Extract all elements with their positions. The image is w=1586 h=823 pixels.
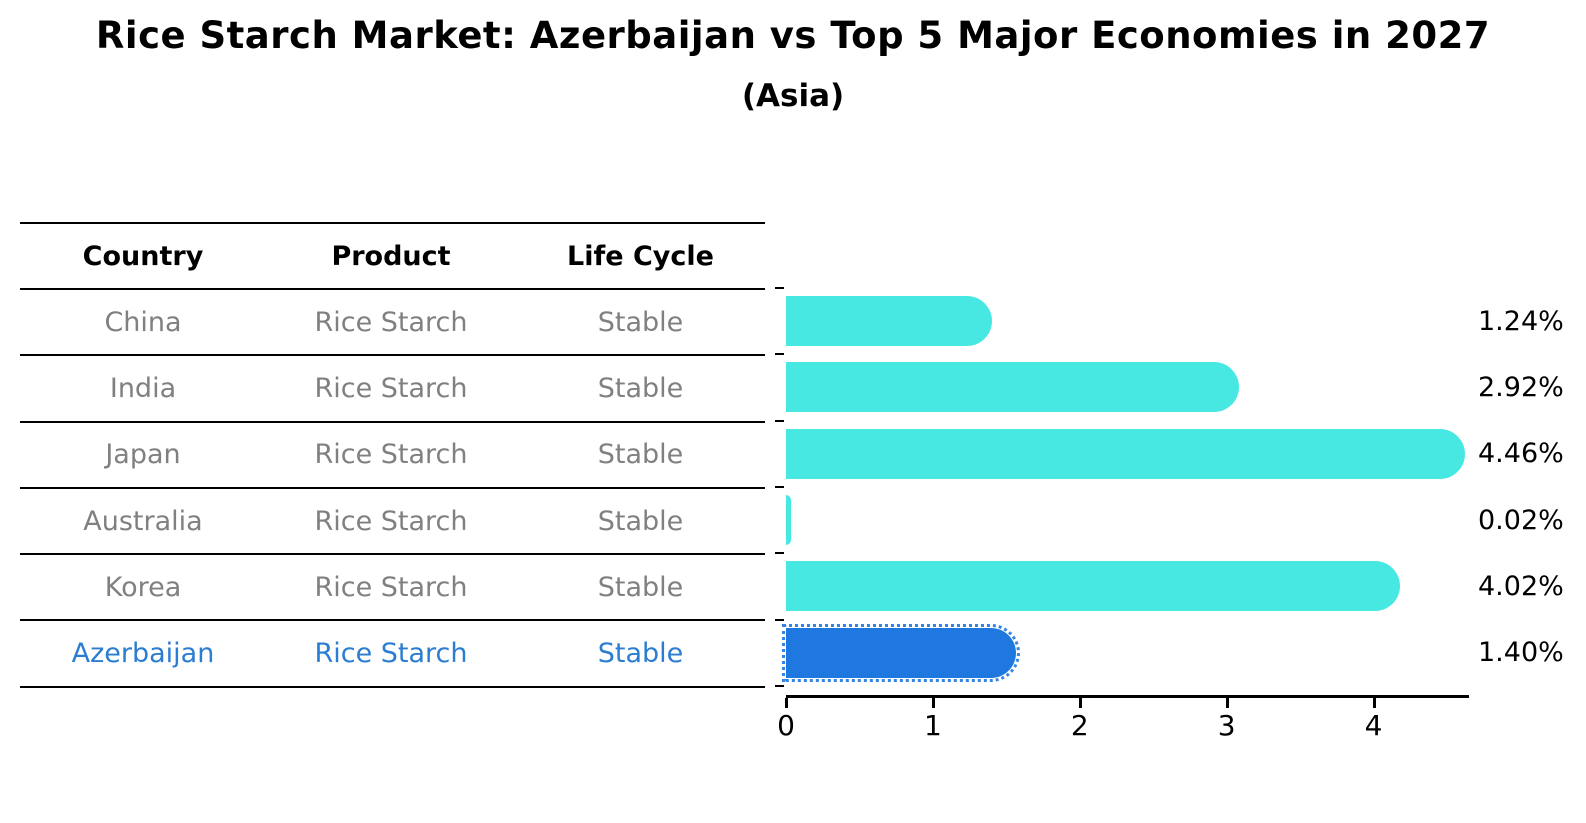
bar-australia <box>786 494 791 545</box>
y-axis-tick <box>775 287 784 289</box>
x-tick-label: 4 <box>1364 709 1383 742</box>
x-axis: 0 1 2 3 4 <box>777 695 1469 755</box>
table-row-japan: Japan Rice Starch Stable <box>20 423 765 489</box>
cell-product: Rice Starch <box>314 439 468 471</box>
bar-india <box>786 362 1239 413</box>
chart-subtitle: (Asia) <box>741 78 845 114</box>
x-tick-mark <box>785 698 788 708</box>
cell-product: Rice Starch <box>314 638 468 670</box>
bar-azerbaijan <box>782 623 1020 682</box>
cell-country: China <box>104 306 182 338</box>
cell-country: India <box>109 372 177 404</box>
value-label-australia: 0.02% <box>1478 504 1564 536</box>
column-header-country: Country <box>82 240 204 272</box>
x-tick-label: 3 <box>1217 709 1236 742</box>
y-axis-tick <box>775 353 784 356</box>
value-label-china: 1.24% <box>1478 305 1564 337</box>
value-label-japan: 4.46% <box>1478 438 1564 470</box>
cell-country: Azerbaijan <box>71 638 215 670</box>
column-header-lifecycle: Life Cycle <box>567 240 714 272</box>
x-axis-spine <box>786 695 1469 698</box>
cell-life-cycle: Stable <box>597 505 684 537</box>
y-axis-tick <box>775 684 784 687</box>
cell-life-cycle: Stable <box>597 571 684 603</box>
y-axis-tick <box>775 419 784 422</box>
y-axis-tick <box>775 485 784 488</box>
table-body: China Rice Starch Stable India Rice Starch St… <box>20 290 765 688</box>
cell-country: Australia <box>83 505 203 537</box>
table-row-australia: Australia Rice Starch Stable <box>20 489 765 556</box>
bar-slot-china <box>786 288 1469 354</box>
bar-slot-japan <box>786 421 1469 487</box>
x-tick-mark <box>1372 698 1376 708</box>
bar-plot-area <box>775 287 1469 687</box>
value-label-azerbaijan: 1.40% <box>1478 637 1564 669</box>
cell-product: Rice Starch <box>314 571 468 603</box>
value-label-india: 2.92% <box>1478 371 1564 403</box>
cell-product: Rice Starch <box>314 306 468 338</box>
table-row-korea: Korea Rice Starch Stable <box>20 555 765 622</box>
table-row-azerbaijan: Azerbaijan Rice Starch Stable <box>20 621 765 688</box>
chart-title: Rice Starch Market: Azerbaijan vs Top 5 … <box>95 14 1491 57</box>
x-tick-mark <box>1078 698 1082 708</box>
x-tick-label: 2 <box>1070 709 1089 742</box>
value-label-korea: 4.02% <box>1478 570 1564 602</box>
bar-slot-korea <box>786 553 1469 619</box>
cell-product: Rice Starch <box>314 505 468 537</box>
y-axis-tick <box>775 552 784 555</box>
table-row-china: China Rice Starch Stable <box>20 290 765 357</box>
cell-country: Japan <box>105 439 181 471</box>
bar-slot-australia <box>786 487 1469 553</box>
column-header-product: Product <box>331 240 451 272</box>
bar-korea <box>786 561 1400 612</box>
bar-slot-india <box>786 354 1469 420</box>
value-label-column: 1.24% 2.92% 4.46% 0.02% 4.02% 1.40% <box>1478 288 1586 686</box>
x-tick-mark <box>931 698 935 708</box>
cell-country: Korea <box>104 571 182 603</box>
cell-life-cycle: Stable <box>597 306 684 338</box>
cell-product: Rice Starch <box>314 372 468 404</box>
table-row-india: India Rice Starch Stable <box>20 356 765 423</box>
x-tick-label: 0 <box>777 709 795 742</box>
bar-china <box>786 296 992 346</box>
cell-life-cycle: Stable <box>597 439 684 471</box>
country-table: Country Product Life Cycle China Rice Sta… <box>20 222 765 688</box>
bar-slot-azerbaijan <box>782 620 1469 686</box>
x-tick-label: 1 <box>923 709 942 742</box>
table-header-row: Country Product Life Cycle <box>20 222 765 290</box>
cell-life-cycle: Stable <box>597 638 684 670</box>
y-axis-tick <box>775 618 784 621</box>
x-tick-mark <box>1225 698 1229 708</box>
bar-japan <box>786 428 1465 479</box>
cell-life-cycle: Stable <box>597 372 684 404</box>
